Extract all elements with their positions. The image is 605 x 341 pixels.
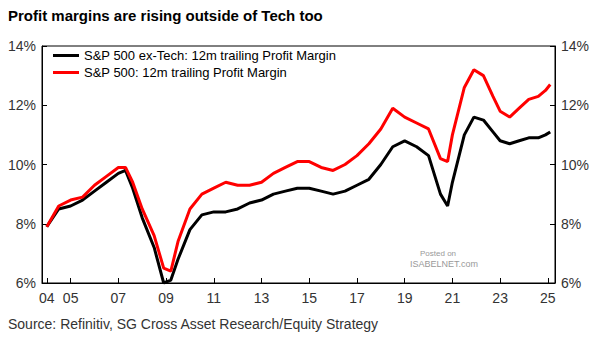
svg-text:09: 09 [158,290,174,306]
svg-text:12%: 12% [561,97,589,113]
svg-text:25: 25 [540,290,556,306]
svg-text:ISABELNET.com: ISABELNET.com [410,259,478,269]
svg-text:Profit margins are rising outs: Profit margins are rising outside of Tec… [8,7,323,24]
svg-text:13: 13 [254,290,270,306]
svg-text:S&P 500: 12m trailing Profit M: S&P 500: 12m trailing Profit Margin [84,65,287,80]
svg-text:6%: 6% [561,275,581,291]
svg-text:04: 04 [39,290,55,306]
svg-text:17: 17 [349,290,365,306]
svg-text:S&P 500 ex-Tech: 12m trailing: S&P 500 ex-Tech: 12m trailing Profit Mar… [84,48,336,63]
svg-text:07: 07 [111,290,127,306]
svg-text:12%: 12% [8,97,36,113]
svg-text:05: 05 [63,290,79,306]
svg-text:8%: 8% [561,216,581,232]
svg-text:21: 21 [445,290,461,306]
svg-text:14%: 14% [8,38,36,54]
svg-text:10%: 10% [561,157,589,173]
svg-text:6%: 6% [16,275,36,291]
svg-text:23: 23 [492,290,508,306]
svg-text:10%: 10% [8,157,36,173]
svg-text:11: 11 [207,290,222,306]
svg-text:19: 19 [397,290,413,306]
svg-text:8%: 8% [16,216,36,232]
svg-text:Posted on: Posted on [420,249,456,258]
svg-text:14%: 14% [561,38,589,54]
svg-text:15: 15 [301,290,317,306]
svg-text:Source: Refinitiv, SG Cross As: Source: Refinitiv, SG Cross Asset Resear… [8,316,378,332]
